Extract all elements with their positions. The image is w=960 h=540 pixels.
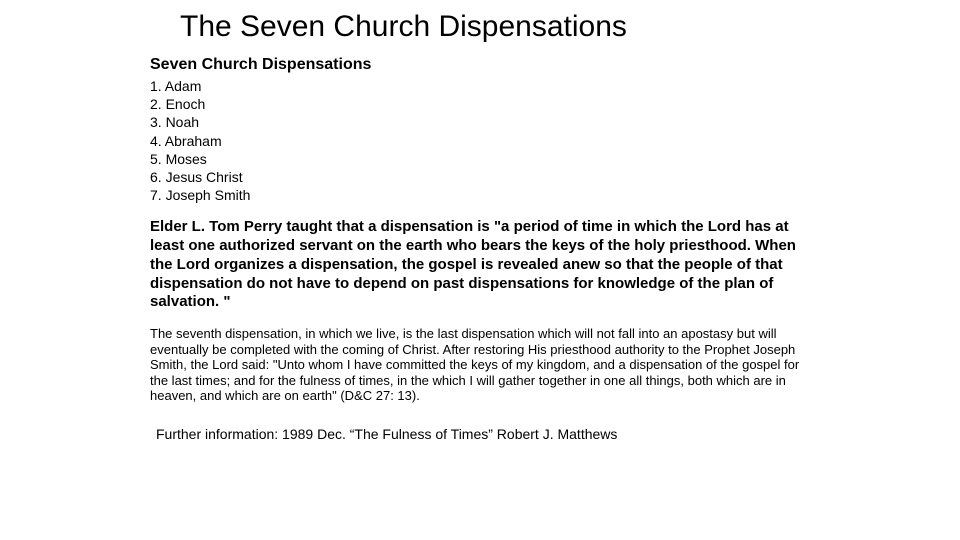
list-item: 3. Noah — [150, 113, 810, 131]
section-subtitle: Seven Church Dispensations — [150, 56, 810, 74]
list-item: 5. Moses — [150, 150, 810, 168]
page-title: The Seven Church Dispensations — [180, 10, 810, 44]
list-item: 2. Enoch — [150, 95, 810, 113]
list-item: 4. Abraham — [150, 132, 810, 150]
dispensation-list: 1. Adam 2. Enoch 3. Noah 4. Abraham 5. M… — [150, 77, 810, 204]
list-item: 6. Jesus Christ — [150, 168, 810, 186]
body-paragraph: The seventh dispensation, in which we li… — [150, 326, 810, 404]
elder-perry-quote: Elder L. Tom Perry taught that a dispens… — [150, 218, 810, 312]
list-item: 1. Adam — [150, 77, 810, 95]
further-info: Further information: 1989 Dec. “The Fuln… — [156, 426, 810, 442]
list-item: 7. Joseph Smith — [150, 186, 810, 204]
document-page: The Seven Church Dispensations Seven Chu… — [0, 0, 960, 442]
